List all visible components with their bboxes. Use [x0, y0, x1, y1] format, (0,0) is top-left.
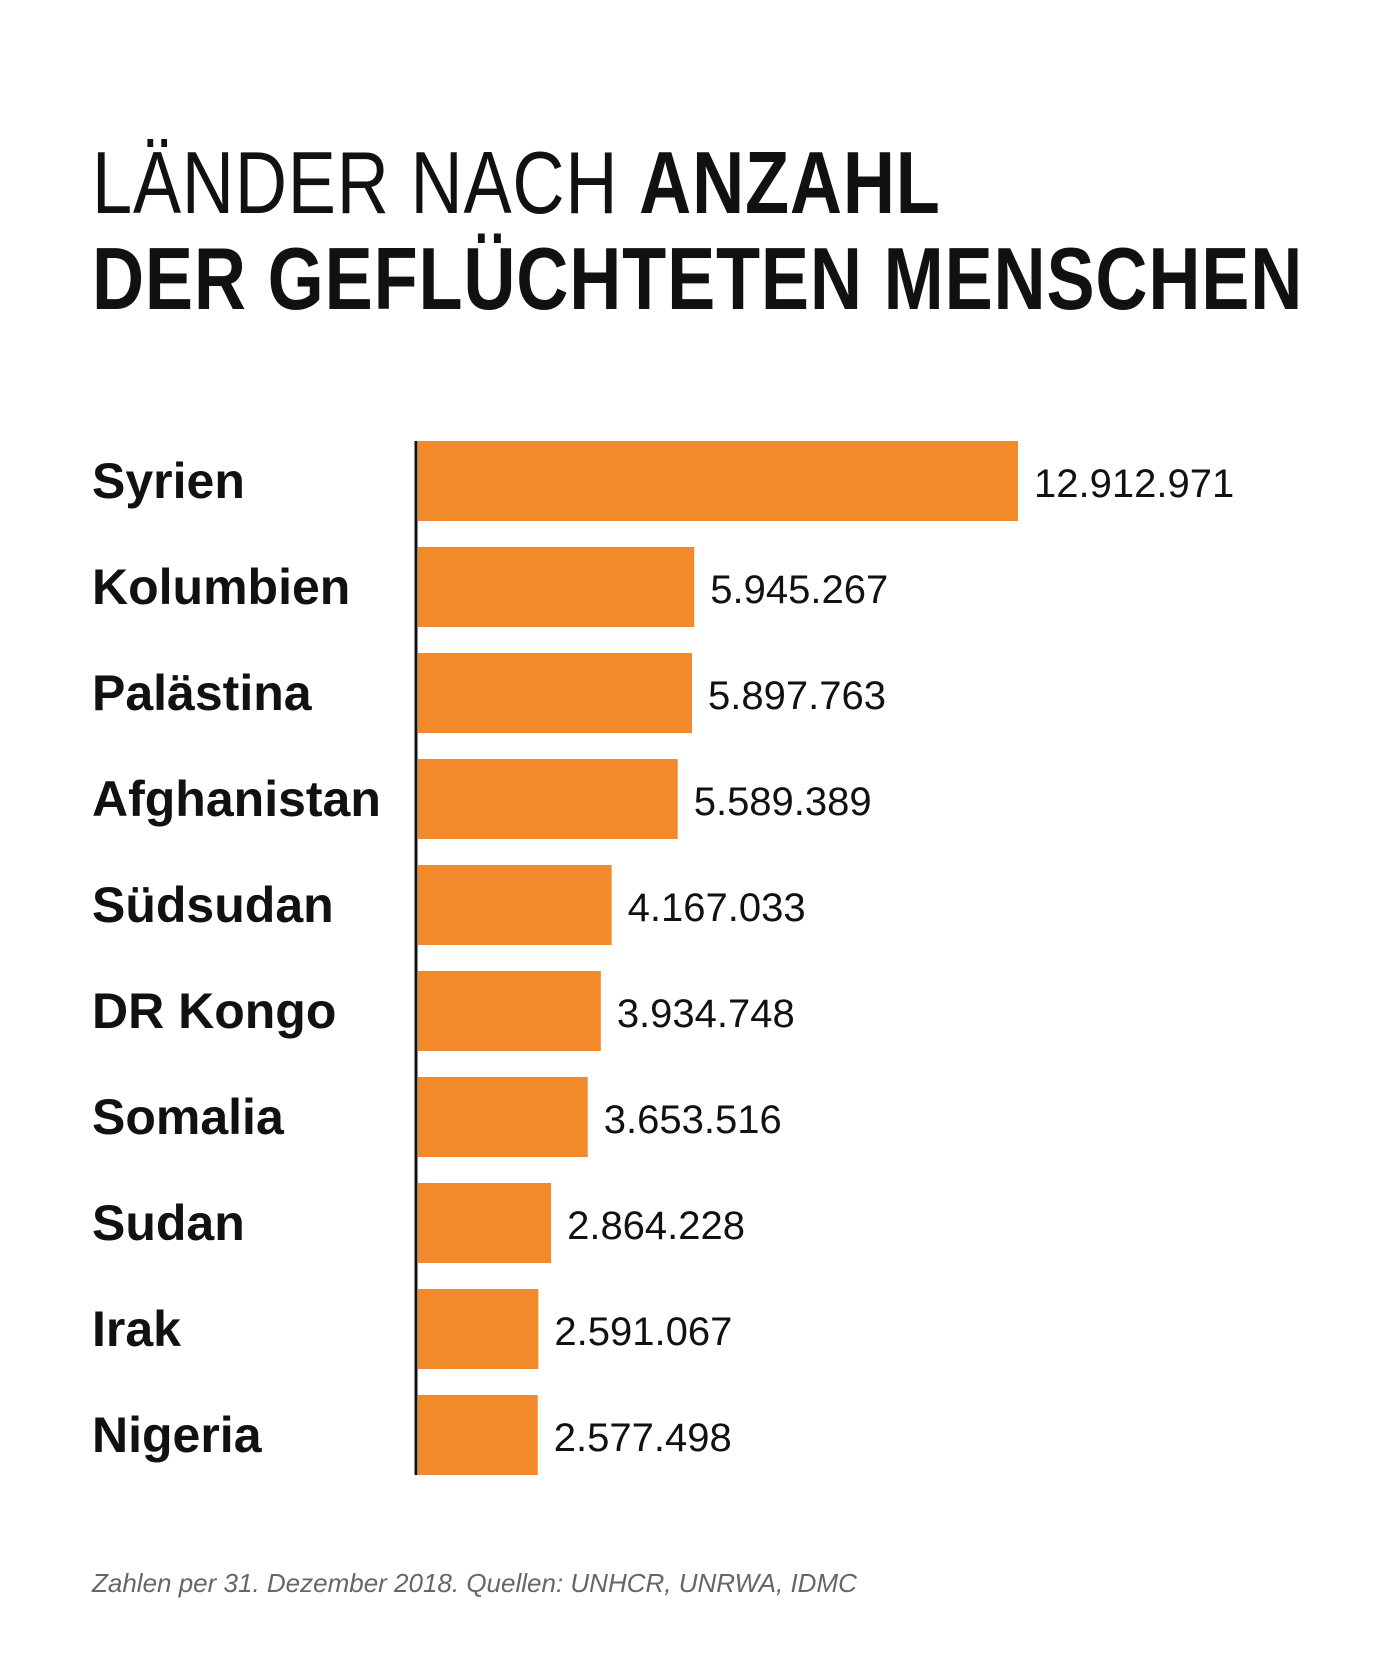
category-label: Syrien — [92, 453, 245, 509]
category-label: DR Kongo — [92, 983, 336, 1039]
value-label: 5.945.267 — [710, 568, 888, 612]
category-label: Kolumbien — [92, 559, 350, 615]
title-line-2: DER GEFLÜCHTETEN MENSCHEN — [92, 229, 1304, 328]
category-label: Nigeria — [92, 1407, 263, 1463]
category-label: Irak — [92, 1301, 181, 1357]
bar — [418, 441, 1018, 521]
value-label: 2.864.228 — [567, 1204, 745, 1248]
category-label: Sudan — [92, 1195, 245, 1251]
value-label: 5.897.763 — [708, 674, 886, 718]
bar — [418, 1183, 552, 1263]
bar — [418, 547, 695, 627]
value-label: 5.589.389 — [694, 780, 872, 824]
bar — [418, 653, 693, 733]
category-label: Somalia — [92, 1089, 285, 1145]
category-label: Südsudan — [92, 877, 334, 933]
value-label: 2.591.067 — [554, 1310, 732, 1354]
bar — [418, 1077, 588, 1157]
value-label: 4.167.033 — [628, 886, 806, 930]
bar — [418, 759, 678, 839]
value-label: 2.577.498 — [554, 1416, 732, 1460]
category-label: Afghanistan — [92, 771, 381, 827]
value-label: 12.912.971 — [1034, 462, 1234, 506]
chart-title: LÄNDER NACH ANZAHL DER GEFLÜCHTETEN MENS… — [92, 135, 1303, 327]
title-light-part: LÄNDER NACH — [92, 133, 640, 232]
bar — [418, 971, 601, 1051]
bar — [418, 865, 612, 945]
source-footnote: Zahlen per 31. Dezember 2018. Quellen: U… — [92, 1568, 857, 1598]
category-label: Palästina — [92, 665, 313, 721]
bar-chart: Syrien 12.912.971 Kolumbien 5.945.267 Paläst… — [92, 441, 1234, 1475]
bar — [418, 1289, 539, 1369]
value-label: 3.934.748 — [617, 992, 795, 1036]
value-label: 3.653.516 — [604, 1098, 782, 1142]
bar — [418, 1395, 538, 1475]
title-bold-part: ANZAHL — [639, 133, 941, 232]
title-line-1: LÄNDER NACH ANZAHL — [92, 135, 1303, 231]
